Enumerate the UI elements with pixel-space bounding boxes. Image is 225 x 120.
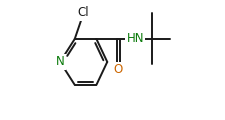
- Text: HN: HN: [126, 32, 143, 45]
- Text: O: O: [113, 63, 122, 76]
- Text: Cl: Cl: [77, 6, 89, 19]
- Text: N: N: [55, 55, 64, 68]
